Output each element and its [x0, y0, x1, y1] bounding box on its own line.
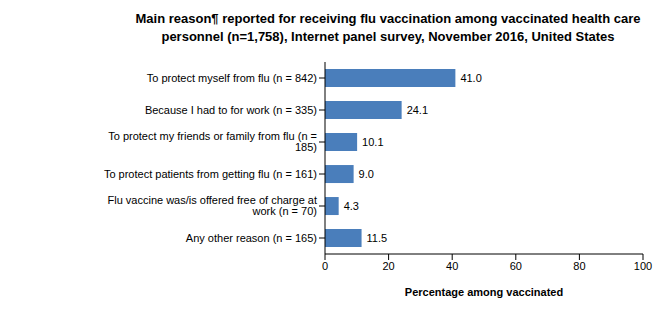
- html-text:Main reason¶ reported for rece: Main reason¶ reported for receiving flu …: [135, 11, 641, 44]
- svg-text:0: 0: [322, 260, 328, 272]
- svg-text:To protect myself from flu (n: To protect myself from flu (n = 842): [147, 72, 317, 84]
- svg-text:41.0: 41.0: [460, 72, 481, 84]
- svg-text:60: 60: [510, 260, 522, 272]
- svg-text:Flu vaccine was/is offered fre: Flu vaccine was/is offered free of charg…: [107, 194, 317, 217]
- svg-text:10.1: 10.1: [362, 136, 383, 148]
- svg-text:Because I had to for work (n =: Because I had to for work (n = 335): [145, 104, 317, 116]
- svg-text:To protect patients from getti: To protect patients from getting flu (n …: [104, 168, 317, 180]
- svg-text:Any other reason (n = 165): Any other reason (n = 165): [186, 232, 317, 244]
- svg-text:9.0: 9.0: [359, 168, 374, 180]
- svg-text:Percentage among vaccinated: Percentage among vaccinated: [405, 286, 563, 298]
- svg-text:80: 80: [573, 260, 585, 272]
- svg-text:40: 40: [446, 260, 458, 272]
- svg-text:24.1: 24.1: [407, 104, 428, 116]
- svg-text:11.5: 11.5: [367, 232, 388, 244]
- svg-text:To protect my friends or famil: To protect my friends or family from flu…: [108, 130, 317, 153]
- svg-text:100: 100: [634, 260, 652, 272]
- svg-text:4.3: 4.3: [344, 200, 359, 212]
- svg-text:20: 20: [382, 260, 394, 272]
